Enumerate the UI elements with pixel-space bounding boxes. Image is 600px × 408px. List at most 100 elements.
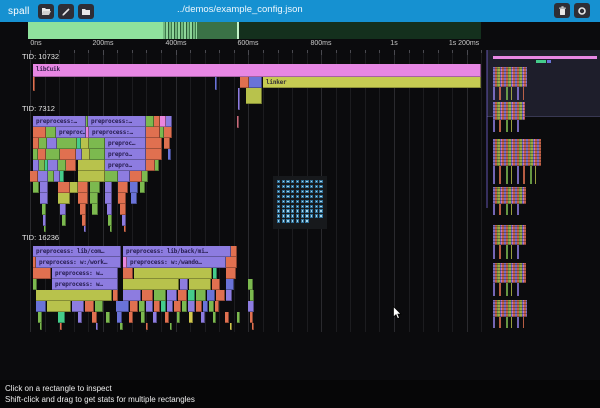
flame-bar[interactable]: [105, 182, 112, 193]
flame-bar[interactable]: [161, 301, 166, 312]
flame-bar[interactable]: [213, 312, 216, 323]
flame-bar[interactable]: [123, 290, 141, 301]
flame-bar[interactable]: [118, 182, 128, 193]
flame-bar[interactable]: [240, 77, 249, 88]
flame-bar[interactable]: [118, 171, 130, 182]
flame-bar[interactable]: [141, 312, 145, 323]
flame-bar[interactable]: [89, 138, 105, 149]
flame-bar[interactable]: [170, 323, 172, 330]
flame-bar[interactable]: libCuik: [33, 64, 481, 77]
flame-bar[interactable]: [124, 226, 126, 232]
clear-button[interactable]: [554, 3, 570, 18]
flame-bar[interactable]: [134, 268, 212, 279]
flame-bar[interactable]: preprocess: w…: [52, 268, 118, 279]
minimap-flame-block[interactable]: [493, 102, 525, 120]
flame-bar[interactable]: [167, 301, 173, 312]
flame-bar[interactable]: [207, 290, 215, 301]
flame-bar[interactable]: [154, 290, 166, 301]
flame-bar[interactable]: [38, 312, 42, 323]
flame-bar[interactable]: preprocess: lib/com…: [33, 246, 121, 257]
flame-bar[interactable]: [33, 138, 39, 149]
flame-bar[interactable]: [250, 312, 253, 323]
flame-bar[interactable]: [47, 138, 57, 149]
flame-bar[interactable]: [203, 301, 208, 312]
save-button[interactable]: [77, 3, 94, 19]
flame-bar[interactable]: [90, 193, 98, 204]
flame-bar[interactable]: [188, 290, 195, 301]
settings-button[interactable]: [574, 3, 590, 18]
flame-bar[interactable]: [54, 171, 60, 182]
minimap-flame-block[interactable]: [493, 225, 526, 245]
flame-bar[interactable]: [60, 149, 76, 160]
flame-bar[interactable]: preproc…: [105, 138, 146, 149]
flame-bar[interactable]: [60, 323, 62, 330]
flame-bar[interactable]: [146, 160, 155, 171]
flame-bar[interactable]: [177, 312, 180, 323]
flame-bar[interactable]: [122, 215, 126, 226]
flame-bar[interactable]: prepro…: [105, 149, 146, 160]
flame-bar[interactable]: [226, 290, 232, 301]
flame-bar[interactable]: [165, 312, 169, 323]
flame-bar[interactable]: preprocess: w:/wando…: [127, 257, 226, 268]
flame-bar[interactable]: [154, 116, 160, 127]
flame-bar[interactable]: [180, 279, 188, 290]
flame-bar[interactable]: [80, 204, 86, 215]
flame-bar[interactable]: [38, 171, 48, 182]
flame-bar[interactable]: [82, 149, 90, 160]
flame-bar[interactable]: [40, 182, 48, 193]
flame-bar[interactable]: [146, 301, 153, 312]
flame-bar[interactable]: [189, 312, 193, 323]
flame-bar[interactable]: [146, 116, 154, 127]
minimap-flame-block[interactable]: [493, 187, 526, 204]
flame-bar[interactable]: [246, 88, 262, 104]
flame-bar[interactable]: [58, 312, 65, 323]
flame-bar[interactable]: preprocess: w:/work…: [36, 257, 121, 268]
flame-bar[interactable]: [106, 312, 110, 323]
flame-bar[interactable]: [174, 301, 181, 312]
flame-bar[interactable]: [120, 323, 123, 330]
minimap-flame-block[interactable]: [493, 300, 527, 317]
flame-bar[interactable]: [142, 290, 153, 301]
flame-bar[interactable]: [226, 268, 236, 279]
flame-bar[interactable]: [130, 301, 138, 312]
flame-bar[interactable]: [81, 138, 89, 149]
measure-button[interactable]: [57, 3, 74, 19]
flame-bar[interactable]: [92, 204, 98, 215]
flame-bar[interactable]: [47, 301, 71, 312]
flame-bar[interactable]: [153, 312, 157, 323]
flame-bar[interactable]: preprocess: lib/back/mi…: [123, 246, 231, 257]
flame-bar[interactable]: [43, 215, 46, 226]
flame-bar[interactable]: [86, 116, 88, 127]
flame-bar[interactable]: prepro…: [105, 160, 146, 171]
flame-bar[interactable]: [178, 290, 187, 301]
flame-bar[interactable]: preprocess: w…: [52, 279, 118, 290]
flame-bar[interactable]: [146, 323, 148, 330]
flame-bar[interactable]: [33, 127, 46, 138]
flame-bar[interactable]: [30, 171, 38, 182]
flame-bar[interactable]: [57, 138, 77, 149]
flame-bar[interactable]: [140, 182, 145, 193]
flame-bar[interactable]: [39, 160, 45, 171]
flame-bar[interactable]: [248, 279, 253, 290]
flame-bar[interactable]: [96, 323, 98, 330]
flame-bar[interactable]: [33, 279, 37, 290]
flame-bar[interactable]: [166, 116, 172, 127]
flame-bar[interactable]: [78, 171, 105, 182]
flame-bar[interactable]: [92, 312, 97, 323]
flame-bar[interactable]: preprocess:…: [33, 116, 86, 127]
flame-bar[interactable]: [105, 171, 118, 182]
minimap-flame-block[interactable]: [493, 263, 526, 283]
flame-bar[interactable]: [238, 88, 240, 110]
flame-bar[interactable]: [120, 204, 126, 215]
flame-bar[interactable]: [78, 193, 88, 204]
flame-bar[interactable]: [107, 204, 112, 215]
flame-bar[interactable]: [123, 257, 127, 268]
flame-bar[interactable]: [216, 290, 225, 301]
flame-bar[interactable]: [33, 77, 35, 91]
flame-bar[interactable]: [146, 138, 162, 149]
flame-bar[interactable]: [237, 312, 240, 323]
flame-bar[interactable]: [196, 290, 206, 301]
flame-bar[interactable]: [48, 160, 58, 171]
flame-bar[interactable]: [164, 138, 170, 149]
flame-bar[interactable]: [78, 182, 88, 193]
